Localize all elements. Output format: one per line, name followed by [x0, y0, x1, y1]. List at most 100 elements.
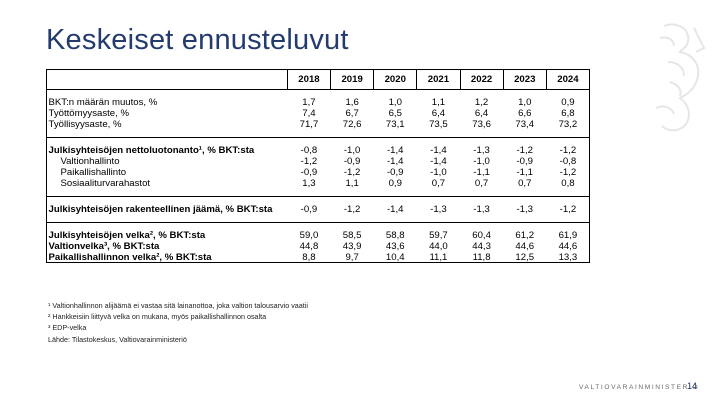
- table-row: Työttömyysaste, % 7,4 6,7 6,5 6,4 6,4 6,6 6,8: [47, 108, 590, 119]
- footnote: ² Hankkeisiin liittyvä velka on mukana, …: [48, 312, 267, 322]
- table-row: Valtionhallinto -1,2 -0,9 -1,4 -1,4 -1,0 -0,9 -…: [47, 156, 590, 167]
- footnotes: ¹ Valtionhallinnon alijäämä ei vastaa si…: [48, 300, 608, 345]
- table-row: Valtionvelka³, % BKT:sta 44,8 43,9 43,6 44,0…: [47, 241, 590, 252]
- table-row: Työllisyysaste, % 71,7 72,6 73,1 73,5 73,6 73,…: [47, 119, 590, 130]
- value-cell: -1,4: [386, 204, 404, 215]
- value-cell: -1,2: [559, 204, 577, 215]
- value-cell: -0,9: [300, 167, 318, 178]
- value-cell: 44,0: [429, 241, 448, 252]
- value-cell: -1,3: [473, 145, 490, 156]
- group-spacer: [47, 90, 590, 98]
- value-cell: 6,4: [474, 108, 489, 119]
- group-divider: [46, 189, 590, 197]
- value-cell: -0,9: [386, 167, 404, 178]
- value-cell: 1,7: [302, 97, 316, 108]
- row-label: Julkisyhteisöjen nettoluotonanto¹, % BKT…: [48, 145, 255, 156]
- value-cell: 1,2: [474, 97, 489, 108]
- header-year: 2023: [502, 69, 547, 90]
- value-cell: 6,6: [518, 108, 532, 119]
- value-cell: 13,3: [558, 252, 578, 263]
- value-cell: 6,5: [388, 108, 402, 119]
- value-cell: -1,2: [559, 167, 577, 178]
- row-label: Työllisyysaste, %: [48, 119, 122, 130]
- value-cell: 1,0: [388, 97, 402, 108]
- value-cell: 6,8: [561, 108, 575, 119]
- value-cell: 58,8: [385, 230, 405, 241]
- row-label: Paikallishallinto: [60, 167, 127, 178]
- value-cell: 1,1: [431, 97, 446, 108]
- value-cell: 44,6: [515, 241, 535, 252]
- table-row: Sosiaaliturvarahastot 1,3 1,1 0,9 0,7 0,7 0,7 0…: [47, 178, 590, 189]
- value-cell: 0,9: [388, 178, 402, 189]
- table-row: BKT:n määrän muutos, % 1,7 1,6 1,0 1,1 1,2 1,0…: [47, 97, 590, 108]
- table-row: Paikallishallinto -0,9 -1,2 -0,9 -1,0 -1,1 -1,…: [47, 167, 590, 178]
- value-cell: 6,7: [345, 108, 359, 119]
- row-label: Valtionhallinto: [60, 156, 120, 167]
- value-cell: -1,0: [473, 156, 490, 167]
- header-year: 2019: [330, 69, 375, 90]
- value-cell: 61,9: [558, 230, 578, 241]
- value-cell: 9,7: [345, 252, 359, 263]
- value-cell: 0,7: [431, 178, 446, 189]
- forecast-table: 2018 2019 2020 2021 2022 2023 2024 BKT:n…: [46, 69, 591, 263]
- slide-title: Keskeiset ennusteluvut: [46, 24, 349, 56]
- value-cell: -1,1: [516, 167, 533, 178]
- value-cell: 61,2: [515, 230, 535, 241]
- value-cell: 0,9: [561, 97, 575, 108]
- value-cell: 7,4: [302, 108, 316, 119]
- value-cell: -1,2: [300, 156, 318, 167]
- group-spacer: [47, 223, 590, 231]
- table-row: Julkisyhteisöjen rakenteellinen jäämä, %…: [47, 204, 590, 215]
- coat-of-arms-watermark: [655, 23, 706, 132]
- value-cell: -1,4: [430, 156, 447, 167]
- value-cell: -1,0: [430, 167, 447, 178]
- value-cell: -1,3: [473, 204, 490, 215]
- value-cell: 44,3: [472, 241, 491, 252]
- row-label: Valtionvelka³, % BKT:sta: [48, 241, 160, 252]
- page-number: 14: [687, 381, 698, 391]
- value-cell: 44,6: [558, 241, 578, 252]
- value-cell: 71,7: [299, 119, 319, 130]
- header-year: 2022: [459, 69, 504, 90]
- value-cell: 6,4: [431, 108, 446, 119]
- value-cell: 1,6: [345, 97, 359, 108]
- header-year: 2024: [545, 69, 591, 90]
- row-label: Työttömyysaste, %: [48, 108, 130, 119]
- value-cell: 73,4: [515, 119, 535, 130]
- value-cell: 43,6: [385, 241, 405, 252]
- divider-cell: [46, 215, 590, 223]
- table-header-row: 2018 2019 2020 2021 2022 2023 2024: [46, 69, 591, 90]
- row-label: Paikallishallinnon velka², % BKT:sta: [48, 252, 212, 263]
- value-cell: 0,8: [561, 178, 575, 189]
- value-cell: 12,5: [515, 252, 535, 263]
- row-label: Sosiaaliturvarahastot: [60, 178, 151, 189]
- footnote: Lähde: Tilastokeskus, Valtiovarainminist…: [48, 334, 187, 344]
- row-label: BKT:n määrän muutos, %: [48, 97, 158, 108]
- footnote: ³ EDP-velka: [48, 323, 87, 333]
- group-spacer: [47, 138, 590, 146]
- value-cell: 10,4: [385, 252, 405, 263]
- footnote: ¹ Valtionhallinnon alijäämä ei vastaa si…: [48, 301, 308, 310]
- value-cell: -1,4: [430, 145, 447, 156]
- value-cell: 44,8: [299, 241, 319, 252]
- value-cell: -1,3: [430, 204, 447, 215]
- value-cell: -1,2: [343, 167, 361, 178]
- value-cell: 59,0: [299, 230, 319, 241]
- value-cell: 0,7: [518, 178, 532, 189]
- value-cell: -1,4: [386, 145, 404, 156]
- value-cell: -1,4: [386, 156, 404, 167]
- spacer-cell: [47, 90, 590, 98]
- value-cell: 73,2: [558, 119, 578, 130]
- value-cell: 43,9: [342, 241, 362, 252]
- header-year: 2020: [373, 69, 418, 90]
- divider-cell: [46, 189, 590, 197]
- value-cell: -0,8: [559, 156, 577, 167]
- value-cell: -1,3: [516, 204, 533, 215]
- value-cell: 11,1: [429, 252, 448, 263]
- value-cell: -1,2: [516, 145, 533, 156]
- table-row: Julkisyhteisöjen velka², % BKT:sta 59,0 58…: [47, 230, 590, 241]
- value-cell: 73,6: [472, 119, 491, 130]
- spacer-cell: [47, 197, 590, 205]
- table-row: Paikallishallinnon velka², % BKT:sta 8,8 9…: [47, 252, 590, 263]
- value-cell: -0,9: [300, 204, 318, 215]
